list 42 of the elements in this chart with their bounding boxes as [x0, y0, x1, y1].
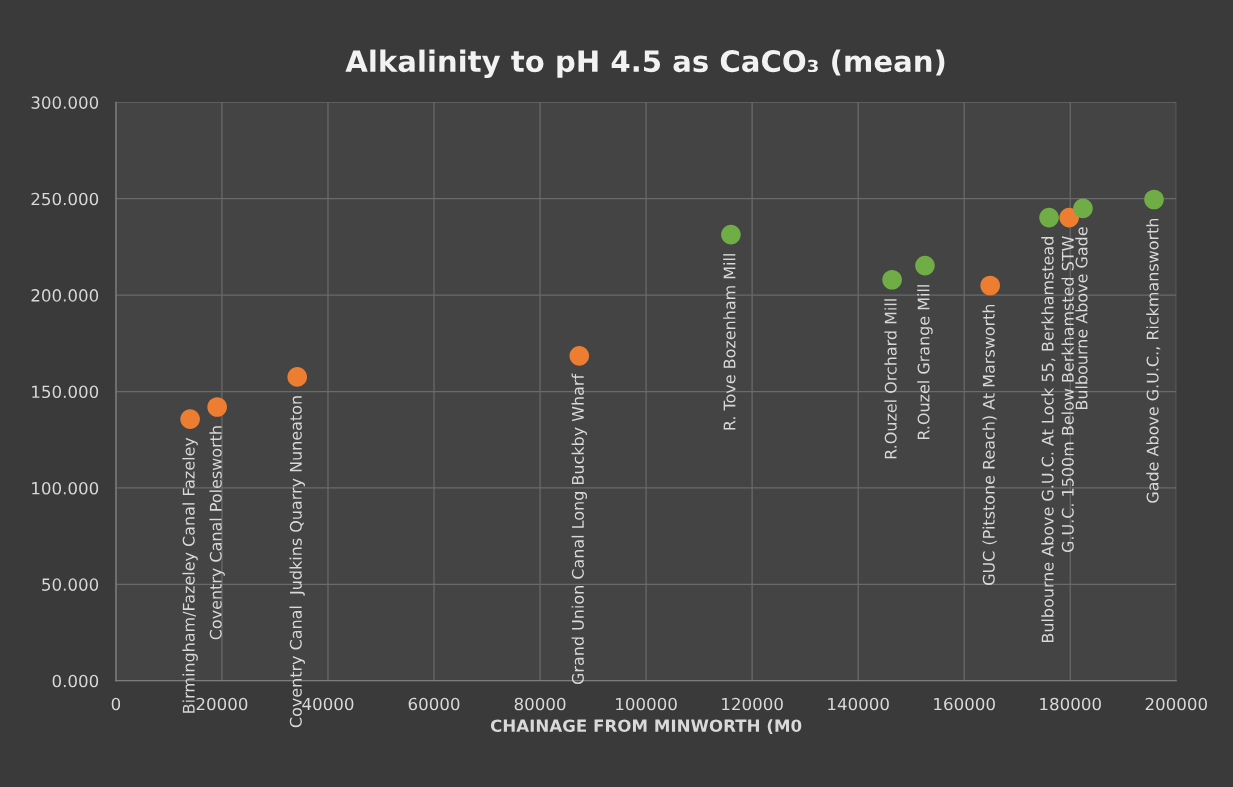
point	[569, 346, 590, 366]
point	[1039, 207, 1059, 228]
annotation: Grand Union Canal Long Buckby Wharf	[571, 373, 588, 685]
annotation: G.U.C. 1500m Below Berkhamsted STW	[1061, 236, 1074, 553]
point	[1073, 198, 1093, 219]
y-tick-label: 0.000	[52, 674, 99, 688]
y-tick-label: 200.000	[31, 289, 99, 302]
y-tick-label: 150.000	[32, 385, 99, 399]
x-tick-label: 180000	[1040, 697, 1101, 711]
point	[915, 255, 935, 276]
point	[980, 275, 1001, 296]
x-tick-label: 100000	[616, 697, 677, 711]
annotation: R.Ouzel Grange Mill	[917, 285, 933, 440]
annotation: Birmingham/Fazeley Canal Fazeley	[182, 437, 198, 713]
annotation: Bulbourne Above G.U.C. At Lock 55, Berkhamstead	[1041, 237, 1056, 643]
x-tick-label: 200000	[1145, 697, 1207, 711]
x-tick-label: 60000	[408, 697, 460, 711]
x-tick-label: 140000	[828, 697, 889, 711]
point	[1144, 189, 1164, 210]
x-axis-title: CHAINAGE FROM MINWORTH (M0	[490, 719, 802, 734]
chart-title: Alkalinity to pH 4.5 as CaCO₃ (mean)	[345, 49, 945, 79]
point	[207, 397, 227, 417]
x-tick-label: 20000	[196, 697, 248, 711]
point	[1059, 207, 1079, 228]
x-tick-label: 0	[111, 697, 121, 711]
annotation: GUC (Pitstone Reach) At Marsworth	[982, 304, 997, 585]
point	[287, 367, 308, 387]
point	[882, 269, 902, 290]
y-tick-label: 250.000	[31, 192, 99, 206]
y-tick-label: 50.000	[42, 578, 99, 591]
y-tick-label: 300.000	[31, 96, 99, 109]
point	[180, 409, 200, 429]
point	[721, 224, 741, 245]
x-tick-label: 120000	[722, 697, 783, 711]
annotation: R.Ouzel Orchard Mill	[884, 299, 897, 459]
annotation: Coventry Canal Polesworth	[209, 426, 225, 640]
y-tick-label: 100.000	[32, 481, 99, 495]
x-tick-label: 80000	[514, 697, 566, 711]
x-tick-label: 160000	[934, 697, 995, 711]
annotation: Bulbourne Above Gade	[1075, 227, 1088, 410]
annotation: Gade Above G.U.C., Rickmansworth	[1146, 218, 1161, 503]
annotation: R. Tove Bozenham Mill	[723, 254, 736, 430]
